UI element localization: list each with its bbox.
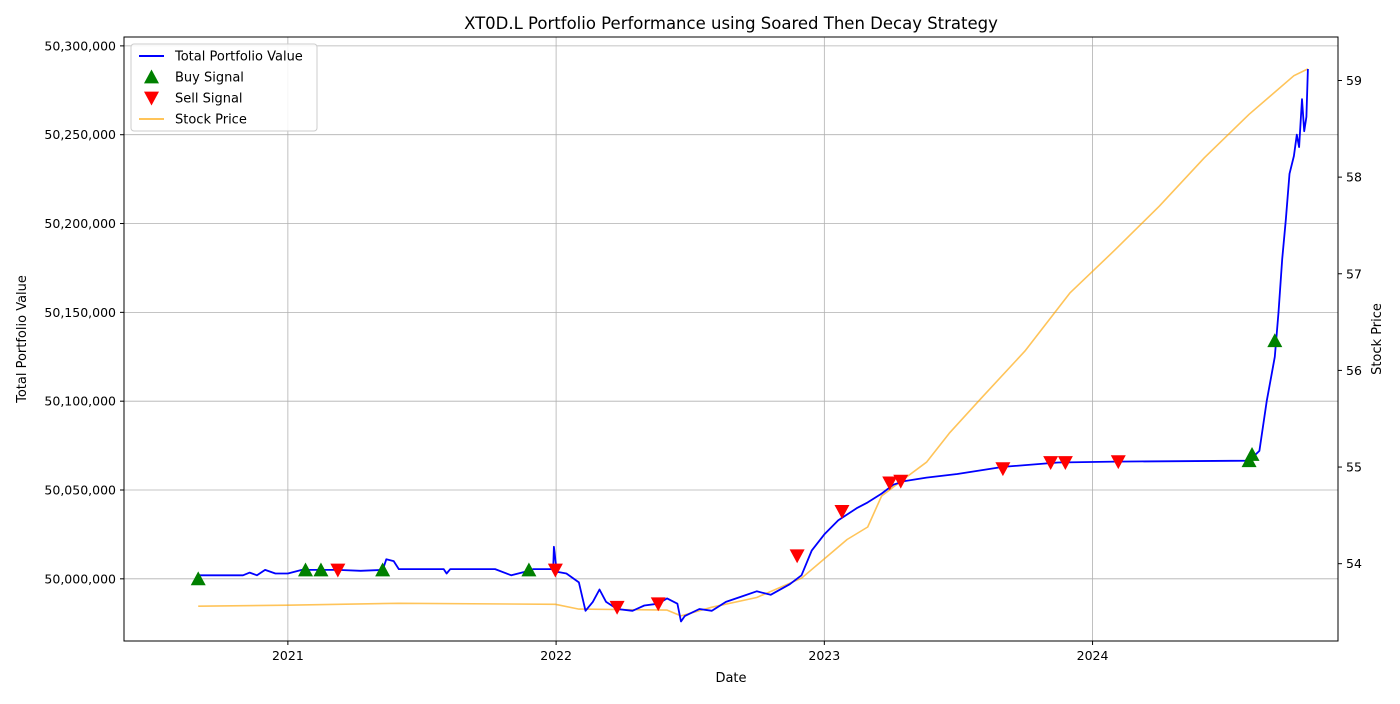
axes: 2021 2022 2023 2024 50,000,000 50,050,000 50,1…: [44, 38, 1362, 663]
chart-title: XT0D.L Portfolio Performance using Soare…: [464, 14, 998, 33]
y-right-tick-label: 55: [1346, 460, 1362, 475]
grid: [124, 37, 1338, 641]
y-left-tick-label: 50,050,000: [44, 483, 116, 498]
series-layer: [197, 68, 1309, 623]
sell-signal-marker: [893, 474, 909, 489]
series-total-portfolio-value: [197, 68, 1309, 623]
sell-signal-marker: [1043, 456, 1059, 470]
sell-signal-marker: [1057, 456, 1073, 470]
sell-signal-marker: [330, 563, 346, 578]
y-left-tick-label: 50,000,000: [44, 571, 116, 586]
y-right-tick-label: 56: [1346, 363, 1362, 378]
legend-label: Sell Signal: [175, 92, 243, 107]
buy-signal-marker: [1244, 446, 1260, 461]
signal-markers: [190, 333, 1283, 615]
series-stock-price: [198, 68, 1309, 617]
y-axis-right-label: Stock Price: [1370, 303, 1385, 375]
x-axis-label: Date: [715, 671, 746, 686]
y-left-tick-label: 50,100,000: [44, 394, 116, 409]
y-right-tick-label: 57: [1346, 266, 1362, 281]
buy-signal-marker: [298, 562, 314, 577]
sell-signal-marker: [609, 600, 625, 615]
x-tick-label: 2022: [540, 648, 572, 663]
buy-signal-marker: [190, 571, 206, 586]
legend-box: [130, 43, 318, 132]
sell-signal-marker: [882, 476, 898, 491]
y-left-tick-label: 50,200,000: [44, 216, 116, 231]
y-axis-left-label: Total Portfolio Value: [15, 275, 30, 404]
legend: Total Portfolio Value Buy Signal Sell Sign…: [130, 43, 318, 132]
sell-signal-marker: [547, 563, 563, 578]
y-left-tick-label: 50,250,000: [44, 127, 116, 142]
legend-swatch: [144, 91, 159, 106]
legend-swatch: [144, 69, 159, 84]
sell-signal-marker: [834, 504, 850, 519]
y-left-tick-label: 50,300,000: [44, 38, 116, 53]
sell-signal-marker: [650, 597, 666, 612]
sell-signal-marker: [995, 462, 1011, 477]
legend-label: Stock Price: [175, 113, 247, 128]
buy-signal-marker: [1267, 333, 1283, 348]
x-tick-label: 2023: [808, 648, 840, 663]
legend-label: Total Portfolio Value: [174, 50, 303, 65]
legend-label: Buy Signal: [175, 71, 244, 86]
sell-signal-marker: [1110, 455, 1126, 470]
buy-signal-marker: [313, 562, 329, 577]
plot-frame: [123, 36, 1339, 642]
buy-signal-marker: [521, 562, 537, 577]
y-left-tick-label: 50,150,000: [44, 305, 116, 320]
buy-signal-marker: [375, 562, 391, 577]
y-right-tick-label: 58: [1346, 170, 1362, 185]
y-right-tick-label: 59: [1346, 73, 1362, 88]
x-tick-label: 2021: [272, 648, 304, 663]
x-tick-label: 2024: [1077, 648, 1109, 663]
sell-signal-marker: [789, 549, 805, 564]
y-right-tick-label: 54: [1346, 556, 1362, 571]
